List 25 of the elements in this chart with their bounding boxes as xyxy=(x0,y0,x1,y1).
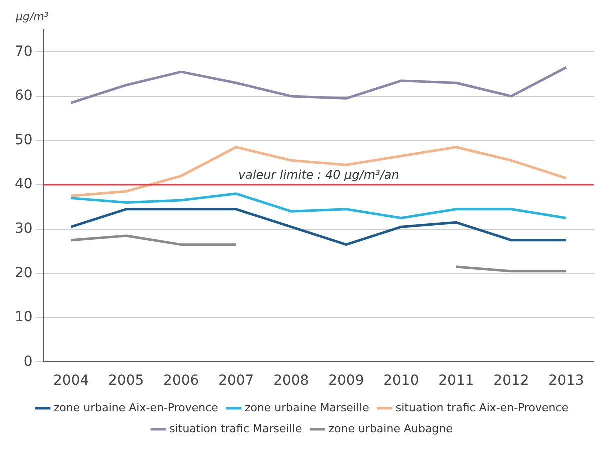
legend-label: zone urbaine Aix-en-Provence xyxy=(54,401,219,414)
ref-line-label: valeur limite : 40 µg/m³/an xyxy=(238,168,400,182)
y-tick-label: 0 xyxy=(24,354,33,370)
x-tick-label: 2008 xyxy=(274,373,310,390)
y-axis-title: µg/m³ xyxy=(15,10,50,24)
y-tick-label: 10 xyxy=(14,310,33,326)
y-tick-label: 30 xyxy=(14,220,33,237)
x-tick-label: 2006 xyxy=(164,373,200,390)
legend-label: zone urbaine Marseille xyxy=(244,401,370,414)
x-tick-label: 2010 xyxy=(384,373,420,390)
y-tick-label: 60 xyxy=(14,88,33,104)
x-tick-label: 2005 xyxy=(108,373,144,390)
x-tick-label: 2012 xyxy=(494,373,530,390)
x-tick-label: 2011 xyxy=(438,373,474,390)
x-tick-label: 2004 xyxy=(54,373,90,390)
x-tick-label: 2009 xyxy=(328,373,364,390)
legend-label: situation trafic Aix-en-Provence xyxy=(396,401,569,414)
x-tick-label: 2007 xyxy=(218,373,254,390)
legend-label: situation trafic Marseille xyxy=(170,422,302,436)
y-tick-label: 50 xyxy=(14,132,33,148)
y-tick-label: 70 xyxy=(14,44,33,60)
x-tick-label: 2013 xyxy=(548,373,584,390)
y-tick-label: 40 xyxy=(14,176,33,193)
y-tick-label: 20 xyxy=(14,265,33,282)
legend-label: zone urbaine Aubagne xyxy=(328,422,454,436)
